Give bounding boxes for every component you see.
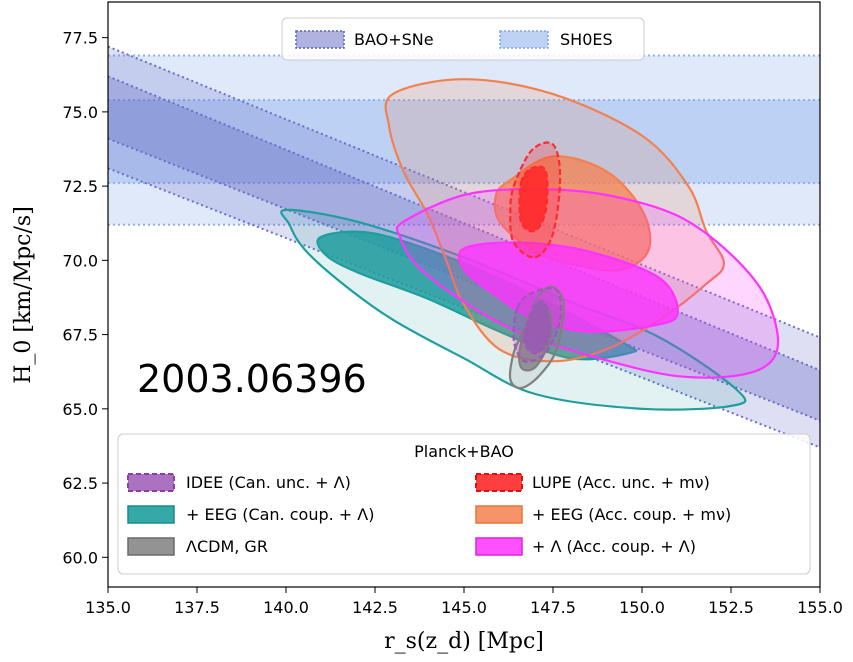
y-tick-label: 70.0 [62, 251, 98, 270]
contour-idee-can-unc-68 [523, 300, 551, 355]
bao-sne-band-outer [108, 46, 820, 448]
legend-swatch-sh0es [499, 30, 549, 49]
y-tick-label: 75.0 [62, 103, 98, 122]
bottom-legend: Planck+BAO IDEE (Can. unc. + Λ) LUPE (Ac… [117, 433, 811, 575]
legend-swatch-eeg-can [127, 505, 175, 524]
legend-swatch-idee [127, 473, 175, 492]
contour-lupe-acc-unc-m-68 [518, 165, 549, 233]
legend-label-eeg-acc: + EEG (Acc. coup. + mν) [532, 505, 731, 524]
y-tick-label: 72.5 [62, 177, 98, 196]
top-legend: BAO+SNe SH0ES [281, 17, 645, 61]
legend-label-idee: IDEE (Can. unc. + Λ) [186, 473, 351, 492]
x-axis-title: r_s(z_d) [Mpc] [384, 629, 544, 654]
legend-swatch-lcdm [127, 537, 175, 556]
bao-sne-band-edge [108, 75, 820, 372]
x-tick-label: 142.5 [352, 598, 398, 617]
legend-swatch-eeg-acc [475, 505, 523, 524]
y-tick-label: 65.0 [62, 400, 98, 419]
x-tick-label: 145.0 [441, 598, 487, 617]
bottom-legend-frame [117, 433, 811, 575]
sh0es-band-outer [108, 55, 820, 225]
legend-label-sh0es: SH0ES [560, 30, 613, 49]
legend-label-lambda-acc: + Λ (Acc. coup. + Λ) [532, 537, 696, 556]
legend-label-lcdm: ΛCDM, GR [186, 537, 268, 556]
y-tick-label: 77.5 [62, 29, 98, 48]
legend-label-bao-sne: BAO+SNe [354, 30, 434, 49]
ticks-layer: 135.0 137.5 140.0 142.5 145.0 147.5 150.0 152.5… [62, 29, 843, 617]
legend-label-eeg-can: + EEG (Can. coup. + Λ) [186, 505, 374, 524]
watermark-label: 2003.06396 [137, 357, 367, 401]
y-tick-label: 62.5 [62, 474, 98, 493]
sh0es-band-inner [108, 99, 820, 184]
x-tick-label: 140.0 [263, 598, 309, 617]
y-axis-title: H_0 [km/Mpc/s] [11, 206, 36, 384]
bottom-legend-title: Planck+BAO [414, 442, 514, 461]
contour-acc-coup-68 [457, 241, 679, 333]
contours-layer [280, 78, 780, 411]
x-tick-label: 147.5 [530, 598, 576, 617]
x-tick-label: 135.0 [85, 598, 131, 617]
legend-swatch-lambda-acc [475, 537, 523, 556]
legend-label-lupe: LUPE (Acc. unc. + mν) [532, 473, 710, 492]
legend-swatch-bao-sne [295, 30, 345, 49]
x-tick-label: 155.0 [797, 598, 843, 617]
x-tick-label: 152.5 [708, 598, 754, 617]
x-tick-label: 137.5 [174, 598, 220, 617]
top-legend-frame [281, 17, 645, 61]
x-tick-label: 150.0 [619, 598, 665, 617]
legend-swatch-lupe [475, 473, 523, 492]
y-tick-label: 67.5 [62, 326, 98, 345]
y-tick-label: 60.0 [62, 548, 98, 567]
